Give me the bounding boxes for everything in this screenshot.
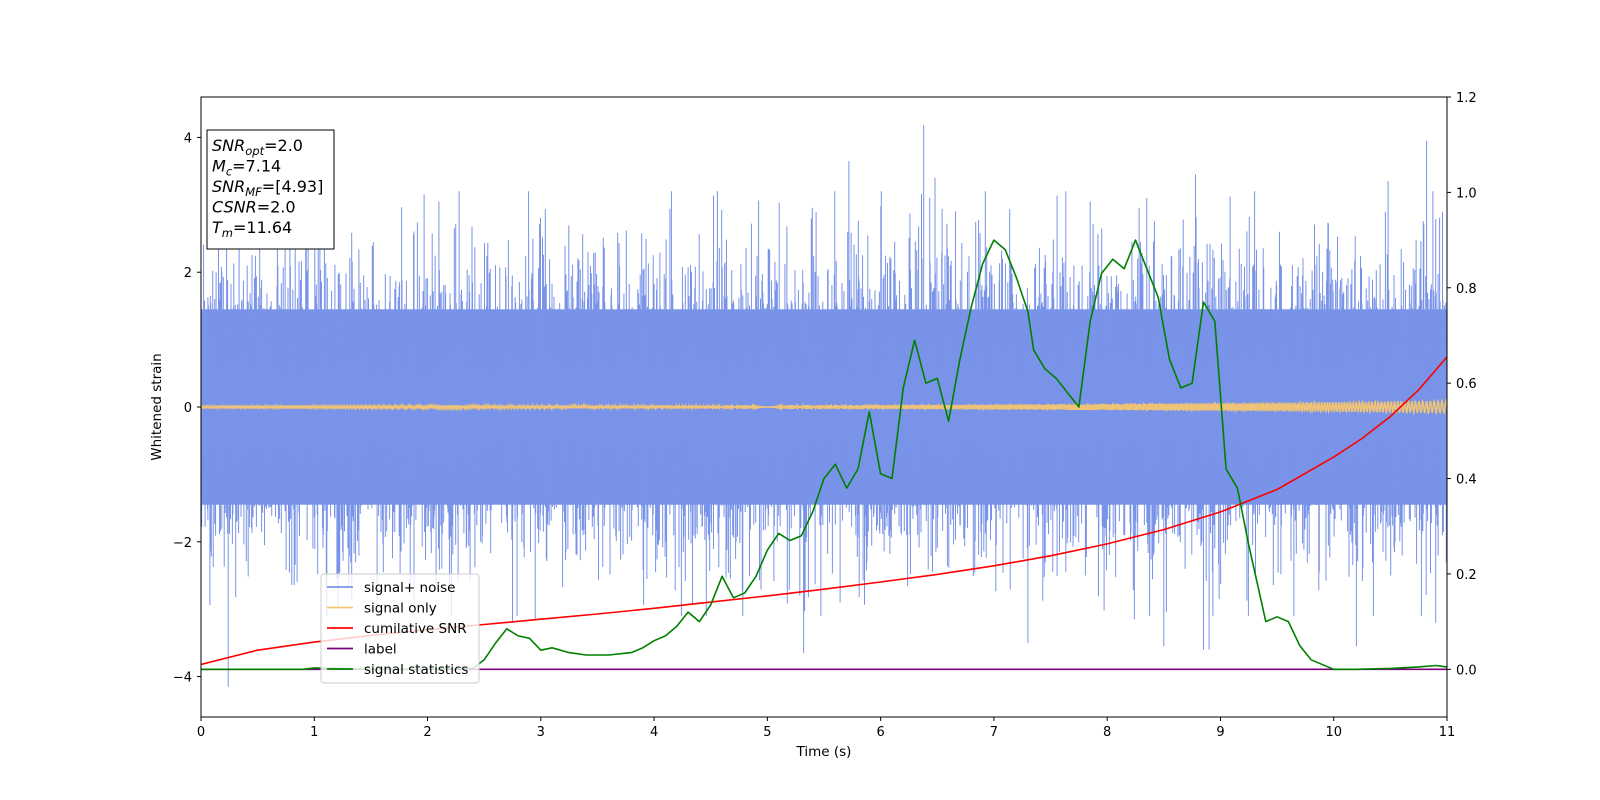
plot-area (201, 125, 1447, 687)
right-y-tick-label: 0.6 (1456, 377, 1477, 392)
right-y-tick-label: 0.8 (1456, 282, 1477, 297)
info-box-frame (206, 129, 335, 250)
x-tick-label: 10 (1325, 725, 1342, 740)
legend-label: signal+ noise (364, 580, 455, 596)
x-axis-label: Time (s) (796, 744, 852, 760)
x-tick-label: 7 (990, 725, 998, 740)
legend-label: label (364, 642, 397, 658)
x-axis-ticks: 0 1 2 3 4 5 6 7 8 9 10 11 (197, 717, 1455, 740)
signal-only-series (201, 398, 1447, 416)
legend-frame (320, 573, 480, 684)
x-tick-label: 2 (423, 725, 431, 740)
x-tick-label: 5 (763, 725, 771, 740)
info-box-line: Mc=7.14 (212, 157, 281, 179)
x-tick-label: 9 (1216, 725, 1224, 740)
right-y-axis-ticks: 0.0 0.2 0.4 0.6 0.8 1.0 1.2 (1447, 91, 1477, 678)
info-box-line: Tm=11.64 (212, 218, 292, 240)
left-y-axis-ticks: −4 −2 0 2 4 (173, 131, 201, 686)
x-tick-label: 0 (197, 725, 205, 740)
x-tick-label: 1 (310, 725, 318, 740)
right-y-tick-label: 0.4 (1456, 473, 1477, 488)
info-box-line: SNRopt=2.0 (212, 136, 303, 158)
signal-statistics-line (201, 239, 1447, 671)
info-box: SNRopt=2.0Mc=7.14SNRMF=[4.93]CSNR=2.0Tm=… (206, 129, 335, 250)
x-tick-label: 6 (876, 725, 884, 740)
left-y-axis-label: Whitened strain (149, 353, 165, 460)
x-tick-label: 3 (537, 725, 545, 740)
legend-label: cumilative SNR (364, 621, 467, 637)
left-y-tick-label: 2 (184, 266, 192, 281)
left-y-tick-label: −2 (173, 536, 192, 551)
info-box-line: SNRMF=[4.93] (212, 177, 323, 199)
x-tick-label: 8 (1103, 725, 1111, 740)
right-y-tick-label: 0.2 (1456, 568, 1477, 583)
right-y-tick-label: 1.0 (1456, 186, 1477, 201)
right-y-tick-label: 1.2 (1456, 91, 1477, 106)
info-box-line: CSNR=2.0 (212, 198, 296, 217)
legend-label: signal statistics (364, 662, 468, 678)
x-tick-label: 4 (650, 725, 658, 740)
left-y-tick-label: −4 (173, 671, 192, 686)
right-y-tick-label: 0.0 (1456, 663, 1477, 678)
legend: signal+ noise signal only cumilative SNR la… (320, 573, 480, 684)
x-tick-label: 11 (1439, 725, 1456, 740)
signal-only-line (201, 398, 1447, 416)
left-y-tick-label: 0 (184, 401, 192, 416)
left-y-tick-label: 4 (184, 131, 192, 146)
legend-label: signal only (364, 601, 437, 617)
